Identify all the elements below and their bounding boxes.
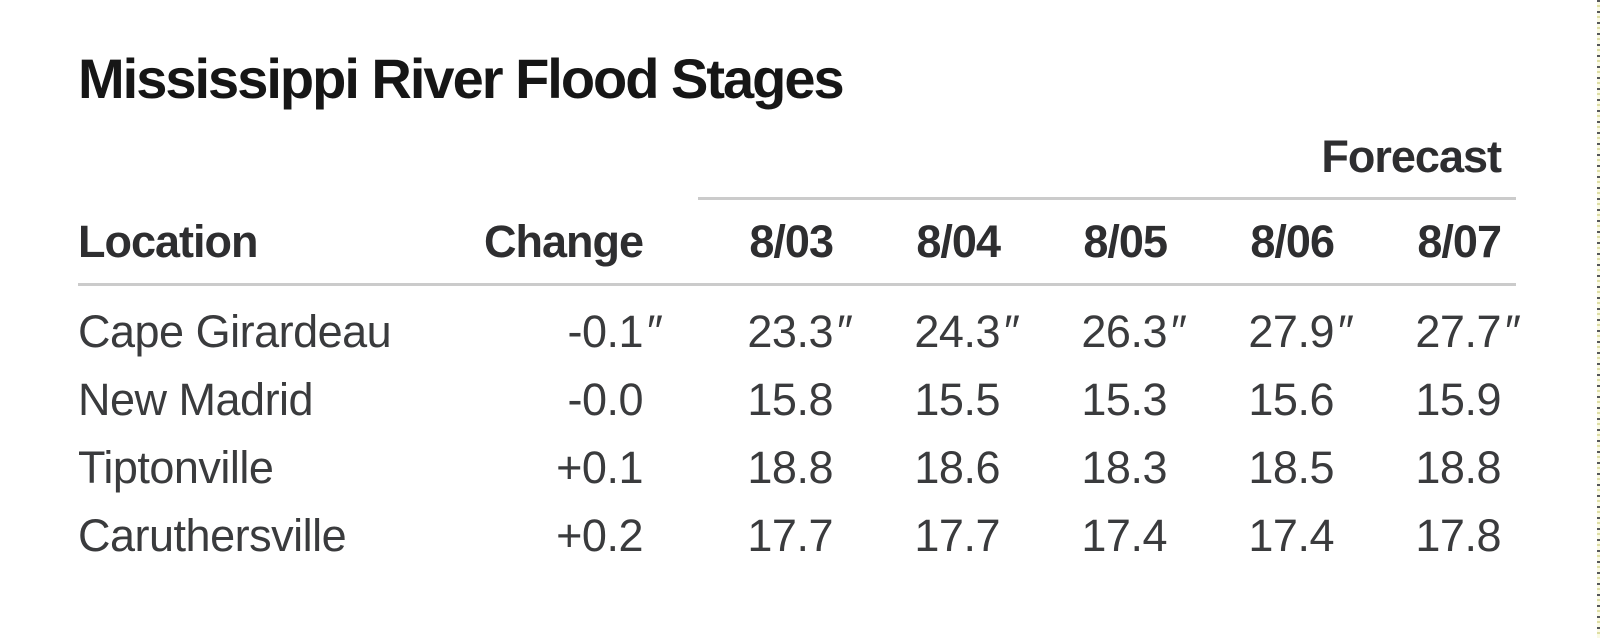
stage-value: 17.7 xyxy=(747,510,833,561)
selection-edge xyxy=(1597,0,1600,638)
cell-change: -0.0 xyxy=(378,366,643,434)
cell-stage: 23.3″ xyxy=(747,306,853,357)
stage-value: 24.3 xyxy=(914,306,1000,357)
forecast-divider xyxy=(698,197,1516,200)
stage-value: 15.5 xyxy=(914,374,1000,425)
stage-value: 17.4 xyxy=(1248,510,1334,561)
cell-stage: 15.3 xyxy=(1000,366,1167,434)
cell-stage: 15.8 xyxy=(643,366,833,434)
cell-stage: 17.4 xyxy=(1000,502,1167,570)
stage-value: 18.8 xyxy=(1415,442,1501,493)
stage-value: 17.7 xyxy=(914,510,1000,561)
stage-value: 26.3 xyxy=(1081,306,1167,357)
cell-stage: 17.7 xyxy=(643,502,833,570)
cell-stage: 17.4 xyxy=(1167,502,1334,570)
cell-stage: 17.8 xyxy=(1334,502,1501,570)
change-value: -0.1 xyxy=(567,306,643,357)
table-row: Tiptonville +0.1 18.8 18.6 18.3 18.5 18.… xyxy=(78,434,1501,502)
cell-stage: 15.6 xyxy=(1167,366,1334,434)
change-value: +0.2 xyxy=(556,510,643,561)
forecast-group-header: Forecast xyxy=(78,131,1502,183)
cell-stage: 27.9″ xyxy=(1248,306,1354,357)
stage-value: 17.8 xyxy=(1415,510,1501,561)
cell-change: -0.1″ xyxy=(567,306,663,357)
stage-value: 18.6 xyxy=(914,442,1000,493)
table-body: Cape Girardeau -0.1″ 23.3″ 24.3″ 26.3″ 2… xyxy=(78,298,1521,570)
col-header-date-1: 8/03 xyxy=(749,216,834,267)
col-header-change: Change xyxy=(483,216,644,267)
col-header-date-4: 8/06 xyxy=(1250,216,1335,267)
cell-stage: 18.8 xyxy=(1334,434,1501,502)
cell-stage: 26.3″ xyxy=(1081,306,1187,357)
cell-change: +0.1 xyxy=(378,434,643,502)
stage-value: 27.7 xyxy=(1415,306,1501,357)
table-row: New Madrid -0.0 15.8 15.5 15.3 15.6 15.9 xyxy=(78,366,1501,434)
stage-value: 23.3 xyxy=(747,306,833,357)
change-value: -0.0 xyxy=(567,374,643,425)
col-header-location: Location xyxy=(78,216,259,267)
cell-stage: 27.7″ xyxy=(1415,306,1521,357)
cell-stage: 15.9 xyxy=(1334,366,1501,434)
cell-stage: 15.5 xyxy=(833,366,1000,434)
cell-stage: 24.3″ xyxy=(914,306,1020,357)
stage-value: 18.8 xyxy=(747,442,833,493)
cell-location: Tiptonville xyxy=(78,442,274,493)
col-header-date-2: 8/04 xyxy=(916,216,1001,267)
cell-location: Cape Girardeau xyxy=(78,306,392,357)
stage-value: 27.9 xyxy=(1248,306,1334,357)
table-row: Cape Girardeau -0.1″ 23.3″ 24.3″ 26.3″ 2… xyxy=(78,298,1521,366)
change-value: +0.1 xyxy=(556,442,643,493)
cell-stage: 17.7 xyxy=(833,502,1000,570)
cell-location: New Madrid xyxy=(78,374,314,425)
stage-value: 15.9 xyxy=(1415,374,1501,425)
stage-value: 15.6 xyxy=(1248,374,1334,425)
header-divider xyxy=(78,283,1516,286)
cell-location: Caruthersville xyxy=(78,510,347,561)
cell-stage: 18.8 xyxy=(643,434,833,502)
table-row: Caruthersville +0.2 17.7 17.7 17.4 17.4 … xyxy=(78,502,1501,570)
table-header-row: Location Change 8/03 8/04 8/05 8/06 8/07 xyxy=(78,214,1502,270)
col-header-date-5: 8/07 xyxy=(1417,216,1502,267)
cell-stage: 18.6 xyxy=(833,434,1000,502)
page-title: Mississippi River Flood Stages xyxy=(78,47,845,110)
cell-change: +0.2 xyxy=(378,502,643,570)
stage-value: 17.4 xyxy=(1081,510,1167,561)
cell-stage: 18.3 xyxy=(1000,434,1167,502)
stage-value: 15.3 xyxy=(1081,374,1167,425)
stage-value: 15.8 xyxy=(747,374,833,425)
col-header-date-3: 8/05 xyxy=(1083,216,1168,267)
stage-value: 18.5 xyxy=(1248,442,1334,493)
forecast-group-label: Forecast xyxy=(1321,131,1502,182)
cell-stage: 18.5 xyxy=(1167,434,1334,502)
stage-value: 18.3 xyxy=(1081,442,1167,493)
